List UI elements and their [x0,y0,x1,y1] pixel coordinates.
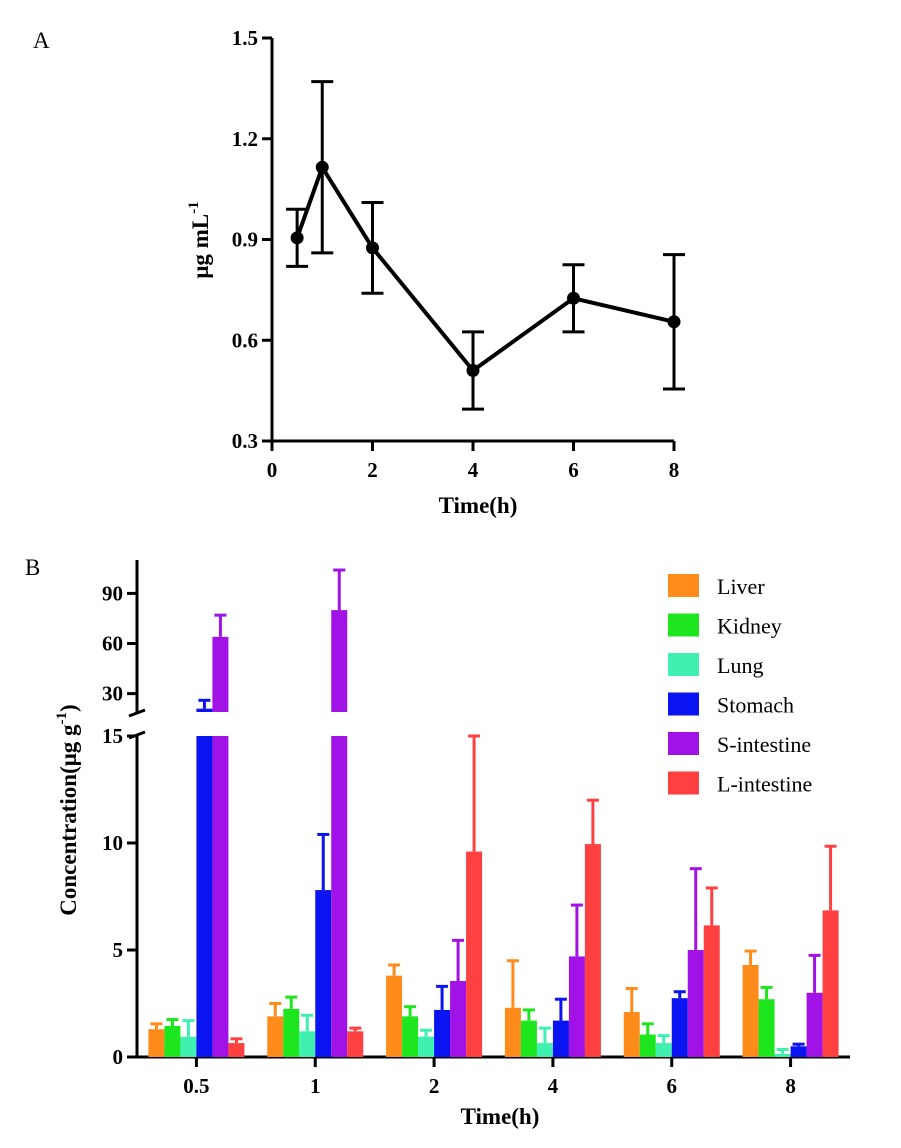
panel-b-x-tick-label: 2 [429,1074,440,1098]
bar-liver [148,1029,165,1057]
panel-a-x-tick-label: 4 [468,458,479,482]
legend-label-l-intestine: L-intestine [717,772,812,797]
bar-s-intestine-upper [331,610,348,712]
legend-label-liver: Liver [717,574,765,599]
panel-b-y-label-main: Concentration(μg g [56,724,81,916]
panel-a-y-tick-label: 0.3 [232,429,258,453]
panel-a-letter: A [33,28,50,53]
panel-b-y-tick-label: 30 [102,682,123,706]
bar-l-intestine [228,1043,245,1057]
panel-a-x-axis-label: Time(h) [439,493,518,518]
bar-lung [299,1031,316,1057]
bar-kidney [639,1034,656,1057]
bar-l-intestine [347,1031,364,1057]
panel-a-data-point [466,363,480,377]
bar-kidney [164,1025,181,1057]
legend-label-s-intestine: S-intestine [717,732,811,757]
panel-b-x-tick-label: 0.5 [183,1074,209,1098]
panel-a-chart: A 0.3 0.6 0.9 1.2 1.5 0 2 4 6 8 Time(h) μg mL-1 [33,26,685,518]
panel-a-x-tick-label: 0 [267,458,278,482]
panel-a-data-point [667,315,681,329]
bar-liver [267,1016,284,1057]
panel-b-y-tick-label: 5 [113,938,124,962]
bar-liver [386,975,403,1057]
panel-b-letter: B [25,555,40,580]
panel-b-y-tick-label: 60 [102,632,123,656]
panel-b-y-label-sup: -1 [54,712,70,725]
panel-a-data-point [290,231,304,245]
bar-l-intestine [466,851,483,1057]
bar-lung [655,1043,672,1057]
bar-s-intestine-lower [331,736,348,1057]
panel-b-legend: Liver Kidney Lung Stomach S-intestine L-intes… [668,574,812,797]
panel-b-x-tick-label: 1 [310,1074,321,1098]
panel-b-x-tick-label: 8 [785,1074,796,1098]
legend-swatch-s-intestine [668,732,699,755]
panel-a-data-point [366,241,379,255]
bar-s-intestine [450,981,467,1057]
panel-a-y-tick-label: 0.6 [232,328,258,352]
legend-swatch-kidney [668,613,699,637]
bar-lung [536,1043,553,1057]
legend-label-stomach: Stomach [717,693,794,718]
bar-liver [504,1007,521,1057]
panel-a-x-tick-label: 6 [568,458,579,482]
panel-b-y-tick-label: 15 [102,724,123,748]
bar-kidney [402,1016,419,1057]
panel-b-y-tick-label: 90 [102,581,123,605]
panel-a-x-tick-label: 8 [669,458,680,482]
panel-b-x-axis-label: Time(h) [461,1104,540,1129]
panel-a-data-point [567,291,580,305]
bar-liver [742,964,759,1057]
panel-b-y-tick-label: 10 [102,831,123,855]
legend-swatch-liver [668,574,699,597]
legend-label-lung: Lung [717,653,763,678]
panel-b-y-label-close: ) [56,704,81,712]
bar-stomach [434,1009,451,1057]
panel-b-y-tick-label: 0 [113,1045,124,1069]
panel-a-x-tick-label: 2 [367,458,378,482]
bar-l-intestine [822,910,839,1057]
bar-liver [623,1012,640,1057]
panel-b-axis-break-mark [128,708,146,718]
bar-s-intestine [568,956,585,1057]
legend-swatch-stomach [668,692,699,716]
bar-kidney [520,1020,537,1057]
legend-swatch-lung [668,653,699,676]
bar-l-intestine [703,925,720,1057]
panel-a-y-label-sup: -1 [186,201,202,214]
bar-lung [180,1036,197,1057]
bar-lung [418,1036,435,1057]
bar-l-intestine [584,844,601,1057]
bar-s-intestine-upper [212,636,229,712]
panel-a-y-tick-label: 1.5 [232,26,258,50]
bar-kidney [758,999,775,1057]
bar-s-intestine [687,950,704,1057]
panel-a-series-line [295,165,675,373]
panel-b-y-axis-label: Concentration(μg g-1) [54,704,81,915]
panel-a-y-tick-label: 0.9 [232,228,258,252]
bar-s-intestine-lower [212,736,229,1057]
panel-a-y-axis-label: μg mL-1 [186,201,213,278]
bar-kidney [283,1008,300,1057]
legend-label-kidney: Kidney [717,614,782,639]
panel-b-chart: B 0 5 10 15 30 60 90 0.5 1 2 4 6 8 Time(h) Concentra… [25,555,850,1129]
panel-b-x-tick-label: 6 [667,1074,678,1098]
panel-a-y-label-main: μg mL [188,214,213,279]
bar-stomach-lower [196,736,213,1057]
bar-s-intestine [806,992,823,1057]
bar-stomach [552,1020,569,1057]
panel-a-y-tick-label: 1.2 [232,127,258,151]
bar-stomach [790,1046,807,1057]
legend-swatch-l-intestine [668,771,699,795]
bar-lung [774,1053,791,1057]
bar-stomach-upper [196,708,213,712]
panel-a-data-point [315,160,329,174]
bar-stomach [671,998,688,1057]
bar-stomach [315,890,332,1057]
panel-b-x-tick-label: 4 [548,1074,559,1098]
